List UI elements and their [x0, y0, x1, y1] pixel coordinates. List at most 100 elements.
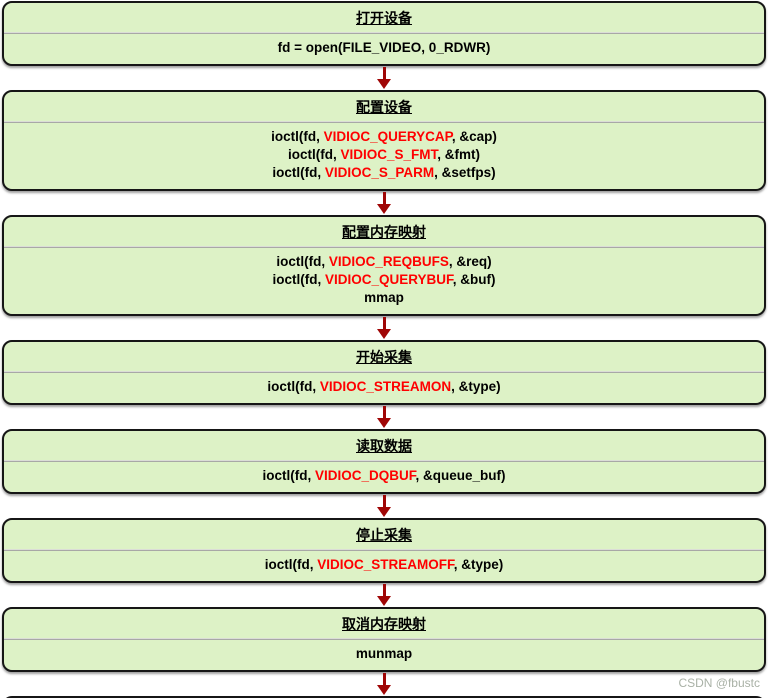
code-segment: ioctl(fd, [287, 147, 341, 162]
code-keyword: VIDIOC_REQBUFS [328, 254, 449, 269]
code-segment: ioctl(fd, [272, 165, 325, 180]
code-segment: , &buf) [452, 272, 496, 287]
block-title: 读取数据 [4, 431, 764, 460]
code-segment: ioctl(fd, [264, 557, 318, 572]
flow-block: 开始采集 ioctl(fd, VIDIOC_STREAMON, &type) [2, 340, 766, 405]
code-keyword: VIDIOC_QUERYCAP [323, 129, 452, 144]
title-separator [4, 460, 764, 462]
code-line: ioctl(fd, VIDIOC_QUERYCAP, &cap) [4, 128, 764, 146]
arrow-head [377, 596, 391, 606]
arrow-stem [382, 584, 386, 598]
code-segment: , &req) [448, 254, 492, 269]
block-body: ioctl(fd, VIDIOC_STREAMOFF, &type) [4, 551, 764, 581]
block-title-text: 停止采集 [356, 527, 412, 543]
flow-block: 打开设备 fd = open(FILE_VIDEO, 0_RDWR) [2, 1, 766, 66]
flow-arrow [0, 191, 768, 215]
block-body: ioctl(fd, VIDIOC_REQBUFS, &req) ioctl(fd,… [4, 248, 764, 314]
arrow-head [377, 329, 391, 339]
watermark: CSDN @fbustc [678, 676, 760, 690]
block-title-text: 配置设备 [356, 99, 412, 115]
title-separator [4, 371, 764, 373]
block-title: 停止采集 [4, 520, 764, 549]
down-arrow-icon [376, 672, 392, 696]
code-segment: , &fmt) [437, 147, 481, 162]
arrow-head [377, 685, 391, 695]
code-line: ioctl(fd, VIDIOC_STREAMOFF, &type) [4, 556, 764, 574]
arrow-stem [382, 317, 386, 331]
flow-arrow [0, 583, 768, 607]
code-segment: ioctl(fd, [267, 379, 320, 394]
arrow-stem [382, 495, 386, 509]
code-segment: , &type) [451, 379, 501, 394]
flow-arrow [0, 405, 768, 429]
code-line: ioctl(fd, VIDIOC_REQBUFS, &req) [4, 253, 764, 271]
block-title: 开始采集 [4, 342, 764, 371]
flow-arrow [0, 494, 768, 518]
code-line: fd = open(FILE_VIDEO, 0_RDWR) [4, 39, 764, 57]
arrow-stem [382, 67, 386, 81]
code-keyword: VIDIOC_DQBUF [314, 468, 416, 483]
code-line: ioctl(fd, VIDIOC_STREAMON, &type) [4, 378, 764, 396]
flow-block: 取消内存映射 munmap [2, 607, 766, 672]
flow-block: 配置设备 ioctl(fd, VIDIOC_QUERYCAP, &cap) ioct… [2, 90, 766, 191]
block-title-text: 读取数据 [356, 438, 412, 454]
arrow-head [377, 204, 391, 214]
code-segment: mmap [364, 290, 404, 305]
code-segment: ioctl(fd, [272, 272, 325, 287]
code-segment: , &cap) [451, 129, 497, 144]
block-body: ioctl(fd, VIDIOC_STREAMON, &type) [4, 373, 764, 403]
block-title: 配置设备 [4, 92, 764, 121]
code-line: ioctl(fd, VIDIOC_S_PARM, &setfps) [4, 164, 764, 182]
block-title-text: 打开设备 [356, 10, 412, 26]
code-line: mmap [4, 289, 764, 307]
block-body: munmap [4, 640, 764, 670]
block-body: ioctl(fd, VIDIOC_QUERYCAP, &cap) ioctl(fd… [4, 123, 764, 189]
block-title: 取消内存映射 [4, 609, 764, 638]
code-segment: , &setfps) [434, 165, 496, 180]
flow-block: 配置内存映射 ioctl(fd, VIDIOC_REQBUFS, &req) ioc… [2, 215, 766, 316]
code-line: munmap [4, 645, 764, 663]
code-keyword: VIDIOC_S_FMT [340, 147, 438, 162]
code-line: ioctl(fd, VIDIOC_DQBUF, &queue_buf) [4, 467, 764, 485]
block-title-text: 开始采集 [356, 349, 412, 365]
flow-block: 读取数据 ioctl(fd, VIDIOC_DQBUF, &queue_buf) [2, 429, 766, 494]
arrow-head [377, 507, 391, 517]
code-keyword: VIDIOC_STREAMON [319, 379, 452, 394]
down-arrow-icon [376, 494, 392, 518]
code-line: ioctl(fd, VIDIOC_QUERYBUF, &buf) [4, 271, 764, 289]
code-keyword: VIDIOC_STREAMOFF [317, 557, 454, 572]
title-separator [4, 32, 764, 34]
down-arrow-icon [376, 405, 392, 429]
down-arrow-icon [376, 191, 392, 215]
arrow-stem [382, 406, 386, 420]
down-arrow-icon [376, 66, 392, 90]
code-segment: ioctl(fd, [271, 129, 324, 144]
code-line: ioctl(fd, VIDIOC_S_FMT, &fmt) [4, 146, 764, 164]
title-separator [4, 549, 764, 551]
arrow-head [377, 79, 391, 89]
title-separator [4, 638, 764, 640]
title-separator [4, 246, 764, 248]
arrow-stem [382, 192, 386, 206]
down-arrow-icon [376, 316, 392, 340]
title-separator [4, 121, 764, 123]
block-body: ioctl(fd, VIDIOC_DQBUF, &queue_buf) [4, 462, 764, 492]
flow-arrow [0, 316, 768, 340]
block-body: fd = open(FILE_VIDEO, 0_RDWR) [4, 34, 764, 64]
code-keyword: VIDIOC_S_PARM [324, 165, 435, 180]
code-segment: , &queue_buf) [415, 468, 506, 483]
flow-arrow [0, 672, 768, 696]
block-title: 打开设备 [4, 3, 764, 32]
block-title-text: 配置内存映射 [342, 224, 426, 240]
code-keyword: VIDIOC_QUERYBUF [324, 272, 453, 287]
down-arrow-icon [376, 583, 392, 607]
code-segment: fd = open(FILE_VIDEO, 0_RDWR) [277, 40, 491, 55]
arrow-stem [382, 673, 386, 687]
code-segment: munmap [355, 646, 413, 661]
flow-block: 停止采集 ioctl(fd, VIDIOC_STREAMOFF, &type) [2, 518, 766, 583]
code-segment: ioctl(fd, [276, 254, 329, 269]
code-segment: , &type) [453, 557, 504, 572]
block-title-text: 取消内存映射 [342, 616, 426, 632]
